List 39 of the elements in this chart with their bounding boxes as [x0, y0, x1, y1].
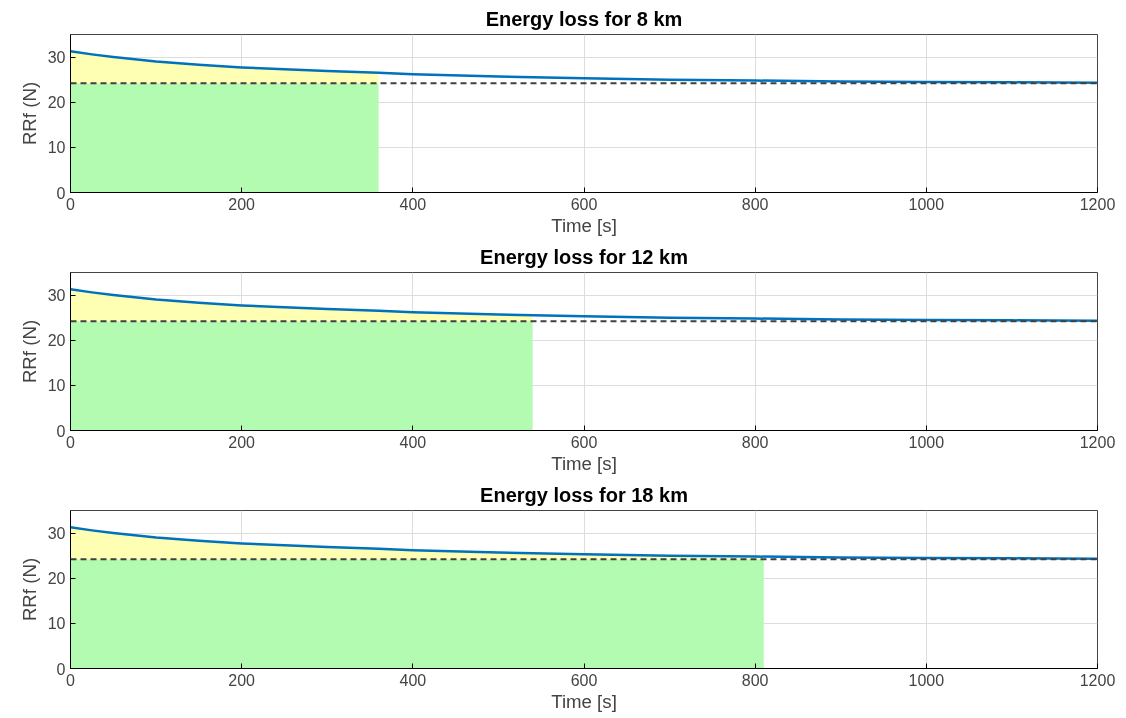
y-tick-label: 0: [56, 184, 66, 202]
y-tick-label: 30: [47, 49, 66, 67]
y-tick-label: 0: [56, 660, 66, 678]
x-tick-label: 1000: [908, 195, 945, 213]
x-axis-title: Time [s]: [551, 452, 617, 474]
x-tick-label: 1200: [1079, 433, 1116, 451]
y-tick-label: 30: [47, 287, 66, 305]
chart-title: Energy loss for 8 km: [485, 7, 683, 30]
y-tick-label: 10: [47, 615, 66, 633]
y-tick-label: 30: [47, 525, 66, 543]
y-tick-label: 10: [47, 377, 66, 395]
x-axis-title: Time [s]: [551, 214, 617, 236]
x-tick-label: 200: [228, 671, 256, 689]
x-tick-label: 200: [228, 195, 256, 213]
x-tick-label: 400: [399, 195, 427, 213]
y-tick-label: 20: [47, 94, 66, 112]
y-tick-label: 20: [47, 570, 66, 588]
y-axis-title: RRf (N): [18, 319, 40, 384]
x-tick-label: 800: [741, 195, 769, 213]
x-tick-label: 600: [570, 671, 598, 689]
x-tick-label: 400: [399, 433, 427, 451]
y-tick-label: 0: [56, 422, 66, 440]
x-tick-label: 1000: [908, 671, 945, 689]
x-tick-label: 800: [741, 433, 769, 451]
chart-title: Energy loss for 12 km: [480, 245, 688, 268]
y-tick-label: 20: [47, 332, 66, 350]
x-tick-label: 1200: [1079, 671, 1116, 689]
chart-title: Energy loss for 18 km: [480, 483, 688, 506]
x-axis-title: Time [s]: [551, 690, 617, 712]
x-tick-label: 1000: [908, 433, 945, 451]
x-tick-label: 800: [741, 671, 769, 689]
x-tick-label: 400: [399, 671, 427, 689]
y-axis-title: RRf (N): [18, 557, 40, 622]
x-tick-label: 600: [570, 433, 598, 451]
x-tick-label: 1200: [1079, 195, 1116, 213]
y-axis-title: RRf (N): [18, 81, 40, 146]
x-tick-label: 200: [228, 433, 256, 451]
y-tick-label: 10: [47, 139, 66, 157]
x-tick-label: 600: [570, 195, 598, 213]
